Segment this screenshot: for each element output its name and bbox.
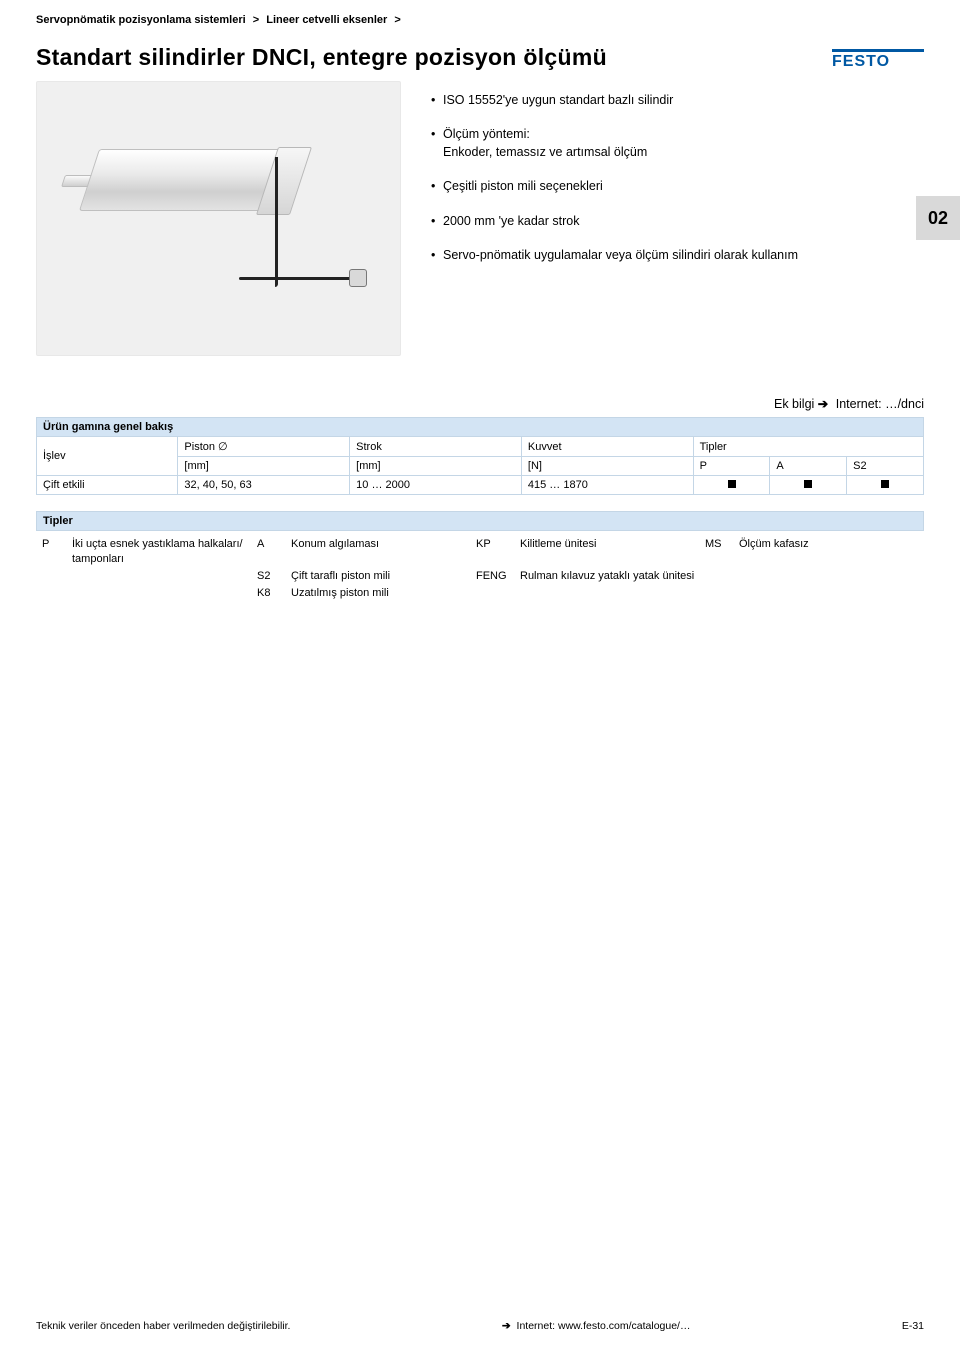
arrow-right-icon: ➔: [502, 1320, 511, 1332]
breadcrumb: Servopnömatik pozisyonlama sistemleri > …: [36, 14, 924, 26]
type-key: [705, 569, 733, 586]
footer-mid: ➔ Internet: www.festo.com/catalogue/…: [502, 1320, 691, 1332]
type-val: Konum algılaması: [291, 537, 470, 569]
feature-item: Çeşitli piston mili seçenekleri: [431, 177, 924, 195]
col-tip-p: P: [693, 457, 770, 476]
type-key: [42, 586, 66, 603]
cell-tip-s2: [847, 476, 924, 495]
more-info-link[interactable]: Internet: …/dnci: [836, 397, 924, 411]
feature-item: 2000 mm 'ye kadar strok: [431, 212, 924, 230]
footer-link[interactable]: Internet: www.festo.com/catalogue/…: [517, 1320, 691, 1332]
feature-item: Ölçüm yöntemi: Enkoder, temassız ve artı…: [431, 125, 924, 161]
type-key: K8: [257, 586, 285, 603]
square-icon: [881, 480, 889, 488]
type-key: FENG: [476, 569, 514, 586]
col-piston-unit: [mm]: [178, 457, 350, 476]
cell-piston: 32, 40, 50, 63: [178, 476, 350, 495]
type-key: A: [257, 537, 285, 569]
col-tipler: Tipler: [693, 437, 923, 457]
col-piston: Piston ∅: [178, 437, 350, 457]
type-val: Uzatılmış piston mili: [291, 586, 470, 603]
type-val: [72, 586, 251, 603]
breadcrumb-sep-1: >: [253, 14, 259, 26]
type-key: [476, 586, 514, 603]
section-tab: 02: [916, 196, 960, 240]
type-key: [705, 586, 733, 603]
type-key: S2: [257, 569, 285, 586]
col-strok-unit: [mm]: [350, 457, 522, 476]
types-legend: P İki uçta esnek yastıklama halkaları/ t…: [36, 531, 924, 602]
types-header: Tipler: [36, 511, 924, 531]
more-info: Ek bilgi ➔ Internet: …/dnci: [36, 396, 924, 411]
type-val: [739, 586, 918, 603]
col-kuvvet-unit: [N]: [521, 457, 693, 476]
footer-right: E-31: [902, 1320, 924, 1332]
type-key: KP: [476, 537, 514, 569]
type-val: [739, 569, 918, 586]
type-key: [42, 569, 66, 586]
col-strok: Strok: [350, 437, 522, 457]
product-image: [36, 81, 401, 356]
breadcrumb-a: Servopnömatik pozisyonlama sistemleri: [36, 14, 246, 26]
square-icon: [728, 480, 736, 488]
type-val: İki uçta esnek yastıklama halkaları/ tam…: [72, 537, 251, 569]
type-key: P: [42, 537, 66, 569]
type-key: MS: [705, 537, 733, 569]
overview-table: İşlev Piston ∅ Strok Kuvvet Tipler [mm] …: [36, 436, 924, 495]
cell-kuvvet: 415 … 1870: [521, 476, 693, 495]
col-tip-a: A: [770, 457, 847, 476]
type-val: [72, 569, 251, 586]
col-kuvvet: Kuvvet: [521, 437, 693, 457]
square-icon: [804, 480, 812, 488]
feature-item: ISO 15552'ye uygun standart bazlı silind…: [431, 91, 924, 109]
type-val: Kilitleme ünitesi: [520, 537, 699, 569]
cell-tip-p: [693, 476, 770, 495]
page-title: Standart silindirler DNCI, entegre pozis…: [36, 44, 607, 71]
brand-logo: FESTO: [832, 48, 924, 68]
cell-strok: 10 … 2000: [350, 476, 522, 495]
page-footer: Teknik veriler önceden haber verilmeden …: [36, 1320, 924, 1332]
type-val: Rulman kılavuz yataklı yatak ünitesi: [520, 569, 699, 586]
feature-item: Servo-pnömatik uygulamalar veya ölçüm si…: [431, 246, 924, 264]
cell-islev: Çift etkili: [37, 476, 178, 495]
type-val: Çift taraflı piston mili: [291, 569, 470, 586]
arrow-right-icon: ➔: [818, 397, 828, 411]
table-row: Çift etkili 32, 40, 50, 63 10 … 2000 415…: [37, 476, 924, 495]
type-val: Ölçüm kafasız: [739, 537, 918, 569]
breadcrumb-sep-2: >: [394, 14, 400, 26]
brand-logo-text: FESTO: [832, 53, 890, 68]
feature-list: ISO 15552'ye uygun standart bazlı silind…: [431, 91, 924, 264]
type-val: [520, 586, 699, 603]
cell-tip-a: [770, 476, 847, 495]
col-tip-s2: S2: [847, 457, 924, 476]
col-islev: İşlev: [37, 437, 178, 476]
overview-header: Ürün gamına genel bakış: [36, 417, 924, 436]
footer-left: Teknik veriler önceden haber verilmeden …: [36, 1320, 290, 1332]
breadcrumb-b: Lineer cetvelli eksenler: [266, 14, 387, 26]
more-info-label: Ek bilgi: [774, 397, 814, 411]
